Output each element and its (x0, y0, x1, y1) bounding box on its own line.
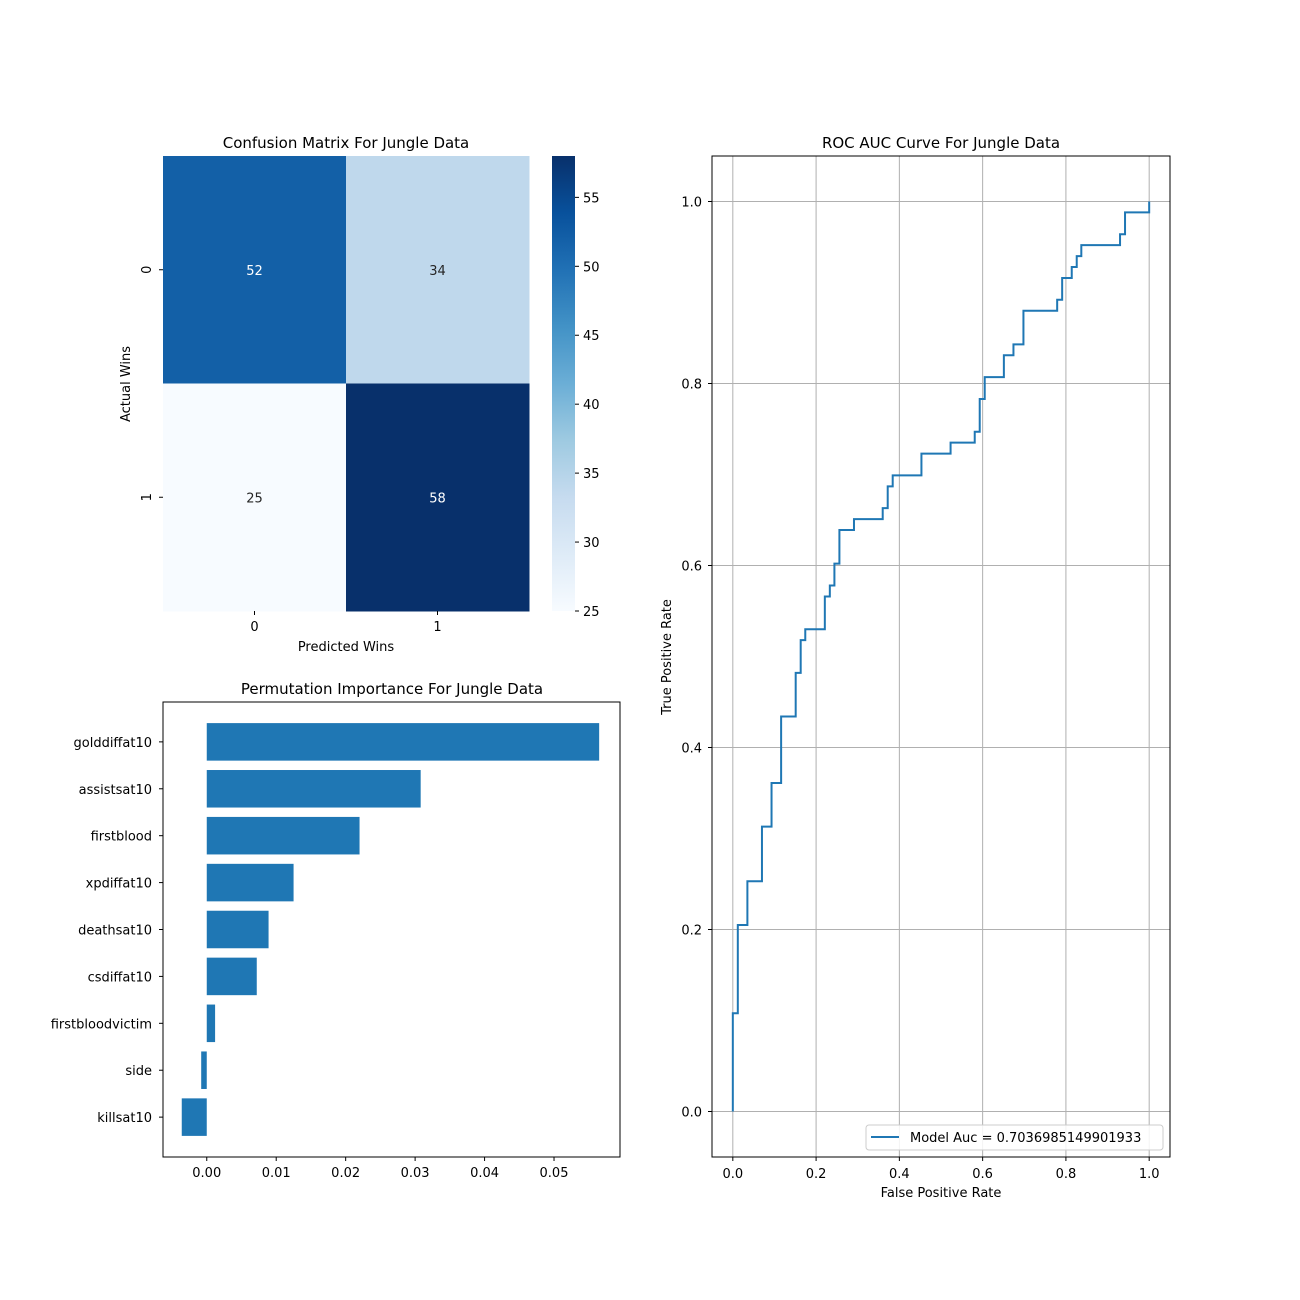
feature-label: firstbloodvictim (51, 1017, 152, 1032)
importance-bar (206, 723, 600, 761)
roc-grid (712, 156, 1170, 1157)
heatmap-cell-label: 58 (429, 491, 446, 506)
y-tick-label: 1 (140, 493, 155, 501)
permutation-importance-panel: Permutation Importance For Jungle Data g… (51, 680, 621, 1181)
x-tick-label: 0.01 (262, 1166, 291, 1181)
x-tick-label: 1.0 (1139, 1167, 1160, 1182)
y-tick-label: 0.0 (681, 1106, 702, 1121)
feature-label: assistsat10 (79, 783, 152, 798)
x-tick-label: 0.02 (331, 1166, 360, 1181)
permutation-importance-ticks: golddiffat10 assistsat10 firstblood xpdiffa… (51, 736, 569, 1181)
heatmap-cell (346, 156, 530, 384)
roc-xlabel: False Positive Rate (881, 1186, 1002, 1201)
roc-legend-box (865, 1124, 1164, 1151)
roc-frame (711, 155, 1171, 1158)
roc-legend-label: Model Auc = 0.7036985149901933 (910, 1131, 1141, 1146)
colorbar-tick-label: 40 (583, 398, 600, 413)
colorbar: 25 30 35 40 45 50 55 (552, 156, 600, 620)
feature-label: firstblood (91, 830, 152, 845)
x-tick-label: 0.6 (972, 1167, 993, 1182)
y-tick-label: 0.2 (681, 924, 702, 939)
heatmap-cell-label: 52 (246, 264, 263, 279)
x-tick-label: 0.0 (722, 1167, 743, 1182)
importance-bar (206, 957, 257, 996)
feature-label: xpdiffat10 (86, 877, 152, 892)
importance-bar (201, 1051, 207, 1089)
x-tick-label: 0.05 (540, 1166, 569, 1181)
y-tick-label: 0 (140, 266, 155, 274)
confusion-matrix-title: Confusion Matrix For Jungle Data (223, 134, 470, 152)
colorbar-tick-label: 35 (583, 467, 600, 482)
heatmap-cell-label: 25 (246, 491, 263, 506)
x-tick-label: 0.04 (470, 1166, 499, 1181)
x-tick-label: 0.8 (1056, 1167, 1077, 1182)
importance-bar (206, 770, 421, 808)
colorbar-tick-label: 30 (583, 536, 600, 551)
importance-bar (206, 1004, 216, 1043)
heatmap-cell-label: 34 (429, 264, 446, 279)
heatmap-cell (163, 383, 347, 612)
feature-label: csdiffat10 (88, 970, 152, 985)
feature-label: deathsat10 (78, 924, 152, 939)
colorbar-tick-label: 25 (583, 605, 600, 620)
x-tick-label: 0.4 (889, 1167, 910, 1182)
y-tick-label: 0.8 (681, 378, 702, 393)
roc-legend: Model Auc = 0.7036985149901933 (865, 1124, 1164, 1151)
permutation-importance-bars (181, 723, 600, 1136)
importance-bar (181, 1098, 207, 1136)
importance-bar (206, 816, 360, 855)
y-tick-label: 0.4 (681, 742, 702, 757)
roc-curve-line (731, 201, 1151, 1112)
colorbar-ticks: 25 30 35 40 45 50 55 (575, 191, 600, 620)
x-tick-label: 1 (433, 620, 441, 635)
roc-ylabel: True Positive Rate (660, 599, 675, 716)
y-tick-label: 1.0 (681, 196, 702, 211)
permutation-importance-title: Permutation Importance For Jungle Data (241, 680, 543, 698)
colorbar-tick-label: 50 (583, 260, 600, 275)
colorbar-gradient (552, 156, 575, 611)
roc-title: ROC AUC Curve For Jungle Data (822, 134, 1060, 152)
roc-ticks: 0.0 0.2 0.4 0.6 0.8 1.0 0.0 0.2 0.4 0.6 0.8 1.0 (681, 196, 1159, 1183)
y-tick-label: 0.6 (681, 560, 702, 575)
feature-label: golddiffat10 (74, 736, 153, 751)
heatmap-cell (163, 156, 347, 384)
x-tick-label: 0 (250, 620, 258, 635)
confusion-matrix-ylabel: Actual Wins (119, 346, 134, 422)
confusion-matrix-cells: 52 34 25 58 (163, 156, 530, 612)
confusion-matrix-ticks: 0 1 0 1 (140, 266, 442, 635)
colorbar-tick-label: 45 (583, 329, 600, 344)
importance-bar (206, 910, 269, 949)
colorbar-tick-label: 55 (583, 191, 600, 206)
permutation-importance-frame (162, 701, 621, 1158)
roc-panel: ROC AUC Curve For Jungle Data 0.0 0.2 0.4 0… (660, 134, 1171, 1201)
x-tick-label: 0.00 (192, 1166, 221, 1181)
confusion-matrix-xlabel: Predicted Wins (298, 640, 395, 655)
heatmap-cell (346, 383, 530, 612)
x-tick-label: 0.2 (806, 1167, 827, 1182)
feature-label: killsat10 (97, 1111, 152, 1126)
feature-label: side (125, 1064, 152, 1079)
x-tick-label: 0.03 (401, 1166, 430, 1181)
importance-bar (206, 863, 294, 902)
